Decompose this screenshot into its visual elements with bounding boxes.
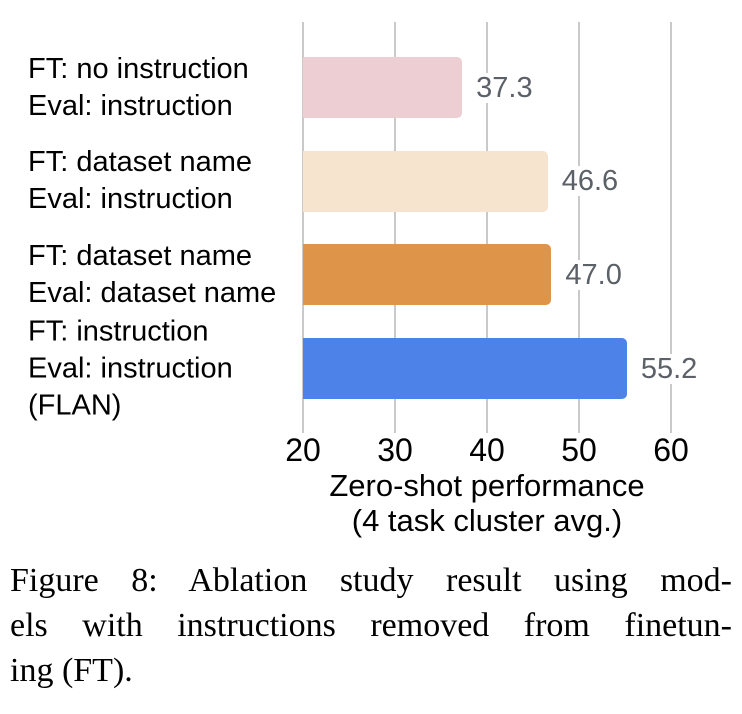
x-axis-title-line2: (4 task cluster avg.): [351, 503, 623, 538]
bar-1: [303, 150, 548, 212]
x-axis-title-line1: Zero-shot performance: [329, 468, 645, 503]
caption-line-1: Figure 8: Ablation study result using mo…: [10, 562, 732, 599]
caption-line-3: ing (FT).: [10, 652, 133, 689]
bar-row-3: 55.2: [303, 338, 742, 399]
y-category-label-0-line-1: Eval: instruction: [28, 89, 233, 122]
x-tick-label-40: 40: [469, 432, 505, 468]
x-tick-label-50: 50: [561, 432, 597, 468]
y-category-label-1-line-0: FT: dataset name: [28, 146, 253, 179]
bar-value-label-3: 55.2: [638, 352, 700, 385]
plot-area: 37.3 46.6 47.0 55.2: [302, 22, 700, 433]
bar-chart: 37.3 46.6 47.0 55.2 FT: no instruction Eval:…: [28, 0, 700, 538]
y-category-label-0: FT: no instruction Eval: instruction: [28, 51, 249, 125]
y-category-label-2-line-0: FT: dataset name: [28, 239, 253, 272]
bar-3: [303, 338, 627, 399]
bar-row-0: 37.3: [303, 57, 742, 118]
y-category-label-3-line-0: FT: instruction: [28, 315, 209, 347]
y-category-label-1-line-1: Eval: instruction: [28, 183, 233, 216]
gridline-x-30: [394, 22, 396, 433]
y-category-label-3-line-1: Eval: instruction: [28, 352, 233, 384]
x-axis-title: Zero-shot performance (4 task cluster av…: [283, 468, 691, 538]
y-category-label-0-line-0: FT: no instruction: [28, 52, 249, 85]
gridline-x-50: [578, 22, 580, 433]
y-axis-labels: FT: no instruction Eval: instruction FT: d…: [28, 0, 303, 433]
x-tick-label-20: 20: [285, 432, 321, 468]
bar-0: [303, 57, 463, 118]
y-category-label-2: FT: dataset name Eval: dataset name: [28, 238, 276, 312]
bar-value-label-0: 37.3: [474, 71, 535, 104]
y-category-label-1: FT: dataset name Eval: instruction: [28, 144, 252, 218]
bar-value-label-1: 46.6: [559, 165, 621, 198]
gridline-x-20: [302, 22, 304, 433]
x-tick-label-30: 30: [377, 432, 413, 468]
gridline-x-40: [486, 22, 488, 433]
figure-caption: Figure 8: Ablation study result using mo…: [10, 558, 732, 693]
bar-value-label-2: 47.0: [563, 258, 624, 291]
y-category-label-3: FT: instruction Eval: instruction (FLAN): [28, 313, 233, 424]
bar-row-2: 47.0: [303, 244, 742, 306]
x-tick-label-60: 60: [653, 432, 689, 468]
gridline-x-60: [670, 22, 672, 433]
bar-row-1: 46.6: [303, 150, 742, 212]
bar-2: [303, 244, 552, 306]
y-category-label-3-line-2: (FLAN): [28, 389, 122, 421]
y-category-label-2-line-1: Eval: dataset name: [28, 276, 277, 309]
caption-line-2: els with instructions removed from finet…: [10, 607, 732, 644]
